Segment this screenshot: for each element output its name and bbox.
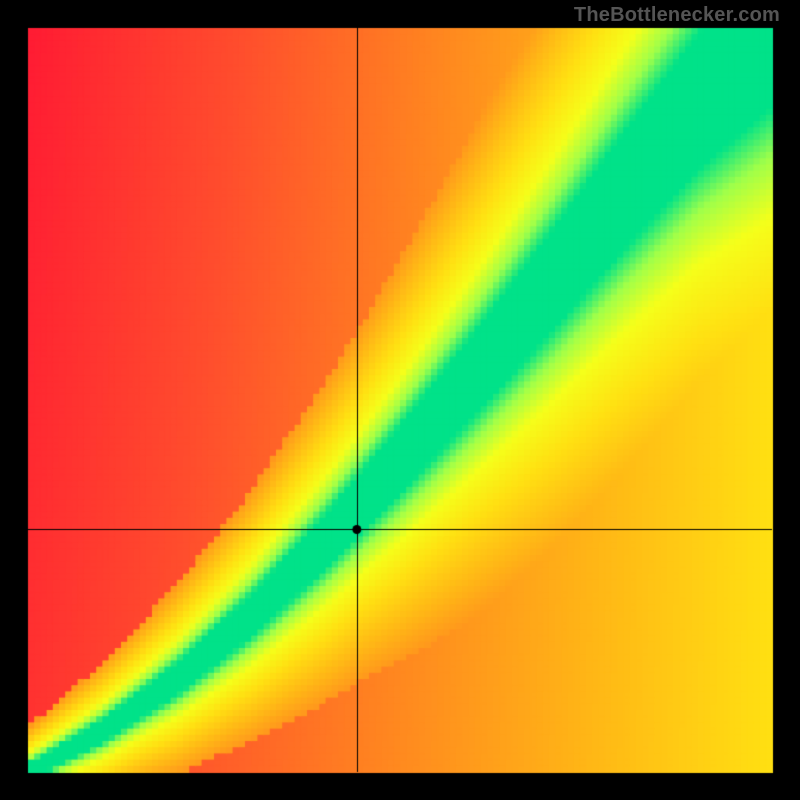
chart-container: TheBottlenecker.com <box>0 0 800 800</box>
watermark-text: TheBottlenecker.com <box>574 4 780 27</box>
bottleneck-heatmap <box>0 0 800 800</box>
